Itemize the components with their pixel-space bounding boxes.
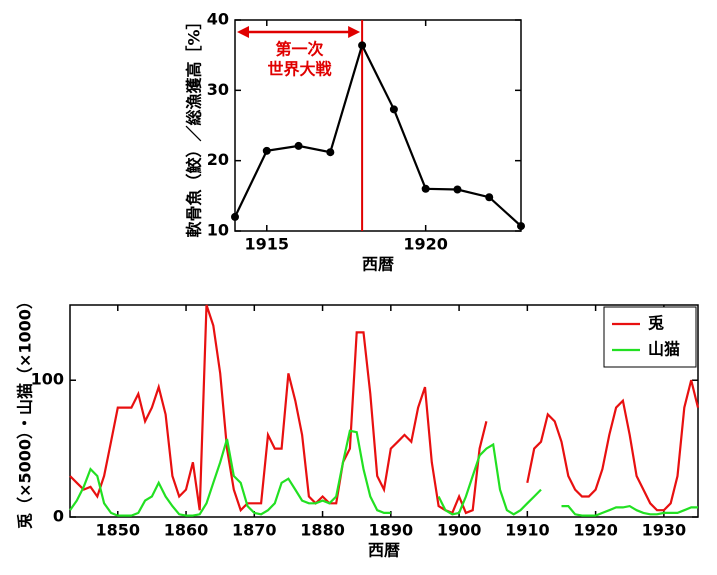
y-tick-label: 0 (53, 507, 64, 526)
data-point (485, 193, 494, 202)
x-tick-label: 1890 (369, 521, 414, 540)
x-tick-label: 1930 (642, 521, 687, 540)
y-tick-label: 20 (207, 150, 229, 169)
legend-label: 兎 (648, 314, 664, 333)
series-line (69, 304, 700, 515)
y-axis-label: 軟骨魚（鮫）／総漁獲高［%］ (185, 13, 204, 237)
x-tick-label: 1920 (403, 235, 448, 254)
x-tick-label: 1920 (573, 521, 618, 540)
data-point (453, 185, 462, 194)
x-tick-label: 1860 (164, 521, 209, 540)
legend (603, 306, 697, 368)
plot-frame (234, 19, 522, 232)
y-axis-label: 兎（×5000）・山猫（×1000） (16, 293, 35, 529)
data-point (517, 222, 525, 231)
y-tick-label: 10 (207, 221, 229, 240)
x-tick-label: 1915 (245, 235, 290, 254)
legend-label: 山猫 (648, 340, 680, 359)
x-tick-label: 1910 (505, 521, 550, 540)
x-tick-label: 1850 (96, 521, 141, 540)
data-point (358, 41, 367, 50)
x-tick-label: 1870 (232, 521, 277, 540)
data-point (421, 184, 430, 193)
y-tick-label: 30 (207, 80, 229, 99)
data-point (326, 148, 335, 157)
arrow-head (237, 26, 249, 38)
data-point (389, 105, 398, 114)
data-point (231, 212, 239, 221)
arrow-head (348, 26, 361, 38)
data-point (294, 141, 303, 150)
plot-frame (69, 304, 699, 518)
x-tick-label: 1880 (300, 521, 345, 540)
data-point (262, 146, 271, 155)
annotation: 世界大戦 (268, 60, 333, 79)
y-tick-label: 40 (207, 10, 229, 29)
x-axis-label: 西暦 (362, 255, 394, 274)
series-line (234, 42, 522, 227)
x-axis-label: 西暦 (368, 541, 400, 560)
y-tick-label: 100 (31, 370, 64, 389)
annotation: 第一次 (276, 40, 324, 59)
series-line (69, 429, 698, 517)
x-tick-label: 1900 (437, 521, 482, 540)
